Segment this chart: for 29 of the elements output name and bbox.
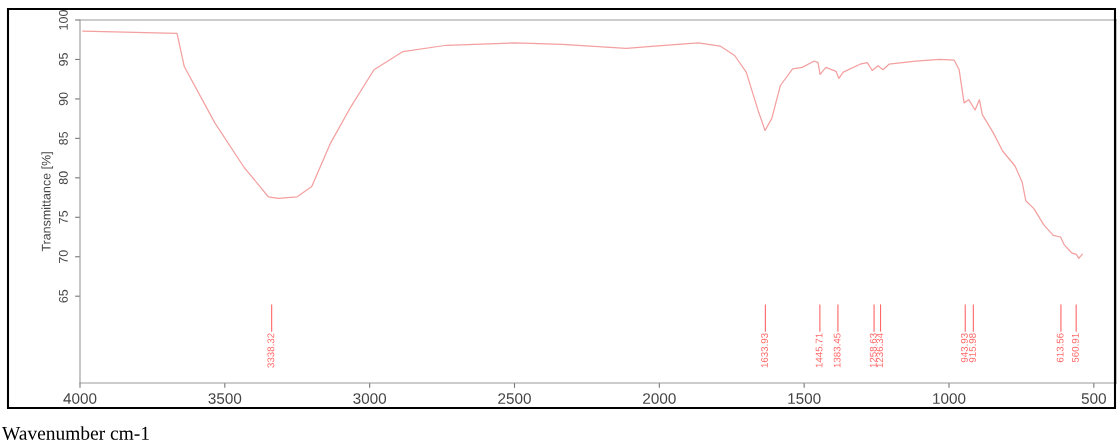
- x-tick-label: 1500: [788, 393, 821, 404]
- ref-line-label: 943.93: [960, 333, 968, 363]
- y-axis-title: Transmittance [%]: [41, 152, 54, 252]
- ref-line-label: 1633.93: [761, 333, 768, 368]
- x-tick-label: 2500: [498, 393, 531, 404]
- y-tick-label: 90: [58, 92, 68, 106]
- x-tick-label: 3000: [353, 393, 387, 404]
- x-tick-label: 4000: [63, 393, 97, 404]
- y-tick-label: 70: [58, 250, 68, 264]
- y-tick-label: 100: [58, 10, 68, 30]
- line-series: [82, 30, 1083, 259]
- y-tick-label: 65: [58, 289, 68, 303]
- ref-line-label: 1383.45: [833, 333, 841, 368]
- y-tick-label: 95: [58, 53, 68, 66]
- y-tick-label: 85: [58, 131, 68, 145]
- x-tick-label: 3500: [208, 393, 242, 404]
- ref-line-label: 1236.34: [876, 333, 884, 368]
- ref-line-label: 1445.71: [815, 333, 823, 368]
- y-tick-label: 80: [58, 171, 68, 185]
- ref-line-label: 1258.63: [869, 333, 877, 368]
- x-tick-label: 1000: [933, 393, 966, 404]
- x-axis-title: Wavenumber cm-1: [2, 426, 149, 440]
- ref-line-label: 613.56: [1056, 333, 1064, 363]
- ref-line-label: 915.98: [969, 333, 976, 363]
- ref-line-label: 560.91: [1071, 333, 1079, 363]
- ref-line-label: 3338.32: [267, 333, 275, 368]
- y-tick-label: 75: [59, 210, 68, 224]
- x-tick-label: 2000: [643, 393, 676, 404]
- x-tick-label: 500: [1081, 393, 1106, 404]
